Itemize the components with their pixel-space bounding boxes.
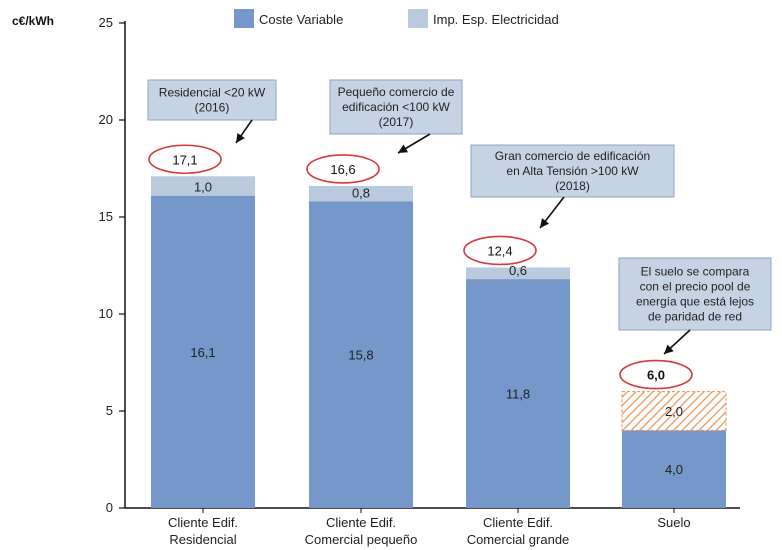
total-circle: [619, 359, 693, 390]
bar-coste-variable: [622, 430, 726, 508]
total-label: 12,4: [487, 243, 512, 258]
annotation-text: (2016): [195, 101, 230, 115]
annotation-arrowhead: [236, 133, 245, 143]
bars: 16,1 1,0 15,8 0,8 11,8 0,6 4,0 2,0: [151, 176, 727, 509]
category-label: Comercial grande: [467, 532, 570, 547]
annotation-text: (2017): [379, 115, 414, 129]
total-circle: [148, 144, 222, 175]
legend-swatch-coste-variable: [234, 9, 254, 28]
bar-coste-variable: [309, 201, 413, 509]
annotation-text: El suelo se compara: [641, 265, 750, 279]
total-label: 16,6: [330, 162, 355, 177]
annotation-arrowhead: [398, 144, 409, 153]
y-tick-label: 10: [99, 306, 113, 321]
y-axis-label: c€/kWh: [12, 14, 54, 28]
segment-label-imp-esp: 0,6: [509, 263, 527, 278]
category-label: Residencial: [169, 532, 236, 547]
category-label: Cliente Edif.: [483, 515, 553, 530]
annotation-arrowhead: [664, 344, 674, 354]
annotation-box: [470, 144, 675, 198]
annotation-box: [618, 257, 772, 331]
annotation-text: (2018): [555, 179, 590, 193]
annotation-text: en Alta Tensión >100 kW: [506, 164, 639, 178]
total-label: 17,1: [172, 152, 197, 167]
legend-label-coste-variable: Coste Variable: [259, 12, 343, 27]
annotation-text: Pequeño comercio de: [338, 85, 455, 99]
segment-label-coste-variable: 4,0: [665, 462, 683, 477]
bar-coste-variable: [151, 195, 255, 508]
bar-imp-esp-electricidad: [309, 185, 413, 202]
segment-label-coste-variable: 15,8: [348, 348, 373, 363]
category-label: Cliente Edif.: [168, 515, 238, 530]
segment-label-imp-esp: 2,0: [665, 404, 683, 419]
annotation-text: con el precio pool de: [640, 280, 751, 294]
total-circle: [306, 154, 380, 184]
annotation-arrowhead: [540, 218, 550, 228]
legend: Coste Variable Imp. Esp. Electricidad: [234, 9, 559, 28]
y-tick-label: 15: [99, 209, 113, 224]
annotation-box: [147, 79, 277, 121]
segment-label-imp-esp: 1,0: [194, 180, 212, 195]
segment-label-imp-esp: 0,8: [352, 185, 370, 200]
category-label: Suelo: [657, 515, 690, 530]
y-tick-label: 0: [106, 500, 113, 515]
category-label: Cliente Edif.: [326, 515, 396, 530]
category-label: Comercial pequeño: [305, 532, 418, 547]
y-tick-label: 5: [106, 403, 113, 418]
legend-swatch-imp-esp: [408, 9, 428, 28]
bar-coste-variable: [466, 279, 570, 508]
y-tick-label: 20: [99, 112, 113, 127]
segment-label-coste-variable: 11,8: [506, 387, 530, 402]
legend-label-imp-esp: Imp. Esp. Electricidad: [433, 12, 559, 27]
bar-imp-esp-electricidad: [466, 267, 570, 280]
segment-label-coste-variable: 16,1: [190, 345, 215, 360]
annotation-text: Gran comercio de edificación: [495, 149, 650, 163]
total-circle: [463, 235, 537, 266]
annotation-text: Residencial <20 kW: [159, 86, 266, 100]
annotation-text: de paridad de red: [648, 310, 742, 324]
annotation-box: [329, 79, 463, 135]
total-label: 6,0: [647, 368, 665, 383]
annotation-text: edificación <100 kW: [342, 100, 450, 114]
annotation-text: energía que está lejos: [636, 295, 754, 309]
bar-imp-esp-electricidad: [621, 391, 727, 431]
category-labels: Cliente Edif. Residencial Cliente Edif. Com…: [168, 508, 691, 547]
annotations: Residencial <20 kW(2016) Pequeño comercio…: [147, 79, 772, 390]
bar-imp-esp-electricidad: [151, 176, 255, 196]
y-tick-label: 25: [99, 15, 113, 30]
